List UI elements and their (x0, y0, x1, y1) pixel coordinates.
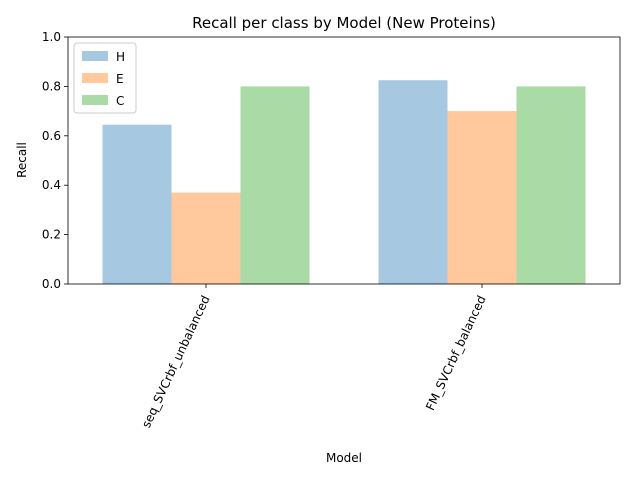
x-tick-label: FM_SVCrbf_balanced (423, 293, 489, 412)
bar-H-seq_SVCrbf_unbalanced (102, 124, 172, 284)
bar-E-FM_SVCrbf_balanced (447, 111, 517, 284)
bar-C-seq_SVCrbf_unbalanced (240, 86, 310, 285)
bars-group (102, 80, 586, 285)
legend-label-E: E (116, 72, 124, 86)
legend-label-C: C (116, 94, 124, 108)
plot-frame (67, 36, 621, 285)
y-tick-label: 0.2 (42, 228, 61, 242)
legend-label-H: H (116, 50, 125, 64)
legend: HEC (73, 42, 137, 114)
y-tick-label: 0.4 (42, 178, 61, 192)
y-tick-label: 0.0 (42, 277, 61, 291)
x-tick-label: seq_SVCrbf_unbalanced (139, 293, 213, 430)
bar-H-FM_SVCrbf_balanced (378, 80, 448, 284)
legend-swatch-H (82, 51, 108, 61)
bar-C-FM_SVCrbf_balanced (516, 86, 586, 285)
y-axis-label: Recall (15, 142, 29, 178)
legend-swatch-E (82, 73, 108, 83)
y-tick-label: 0.8 (42, 79, 61, 93)
legend-swatch-C (82, 95, 108, 105)
chart-title: Recall per class by Model (New Proteins) (192, 14, 496, 32)
y-tick-label: 0.6 (42, 129, 61, 143)
y-tick-label: 1.0 (42, 30, 61, 44)
x-axis-label: Model (326, 451, 362, 465)
bar-E-seq_SVCrbf_unbalanced (171, 192, 241, 284)
